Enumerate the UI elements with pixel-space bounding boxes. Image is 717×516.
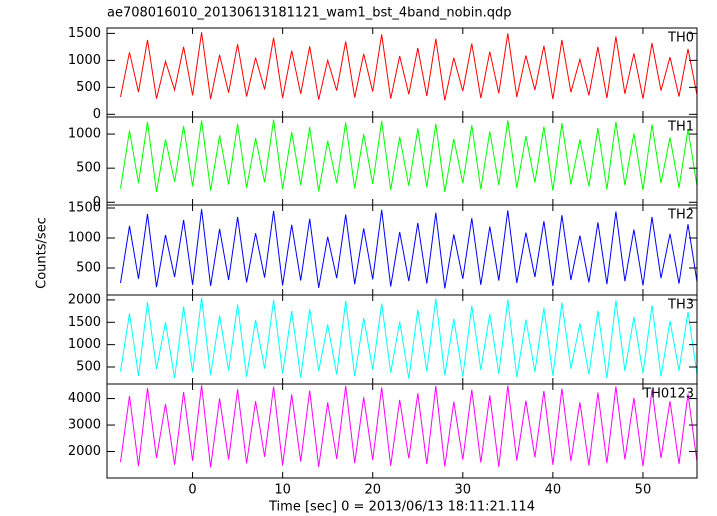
light-curve xyxy=(120,119,698,193)
y-tick-label: 1500 xyxy=(68,26,101,41)
x-tick-label: 50 xyxy=(635,483,652,498)
light-curve xyxy=(120,385,698,468)
y-tick-label: 1000 xyxy=(68,127,101,142)
y-tick-label: 2000 xyxy=(68,444,101,459)
panel-label: TH3 xyxy=(667,298,694,313)
x-axis-label: Time [sec] 0 = 2013/06/13 18:11:21.114 xyxy=(268,500,535,515)
chart-title: ae708016010_20130613181121_wam1_bst_4ban… xyxy=(107,6,512,21)
light-curve xyxy=(120,297,698,379)
y-tick-label: 0 xyxy=(93,195,101,210)
panel-frame xyxy=(106,116,698,206)
x-tick-label: 40 xyxy=(545,483,562,498)
panel-frame xyxy=(106,204,698,296)
y-tick-label: 500 xyxy=(76,161,101,176)
y-tick-label: 1000 xyxy=(68,53,101,68)
x-tick-label: 0 xyxy=(188,483,196,498)
y-tick-label: 500 xyxy=(76,80,101,95)
y-tick-label: 3000 xyxy=(68,418,101,433)
light-curve xyxy=(120,32,698,101)
y-tick-label: 4000 xyxy=(68,391,101,406)
y-tick-label: 1000 xyxy=(68,337,101,352)
y-tick-label: 500 xyxy=(76,261,101,276)
y-tick-label: 500 xyxy=(76,360,101,375)
panel-label: TH1 xyxy=(667,120,694,135)
light-curve xyxy=(120,209,698,289)
y-tick-label: 1500 xyxy=(68,315,101,330)
y-axis-label: Counts/sec xyxy=(35,217,50,289)
panel-frame xyxy=(106,383,698,479)
x-tick-label: 30 xyxy=(455,483,472,498)
x-tick-label: 10 xyxy=(274,483,291,498)
y-tick-label: 2000 xyxy=(68,292,101,307)
panel-label: TH2 xyxy=(667,208,694,223)
x-tick-label: 20 xyxy=(364,483,381,498)
y-tick-label: 0 xyxy=(93,107,101,122)
panel-label: TH0 xyxy=(667,31,694,46)
y-tick-label: 1000 xyxy=(68,231,101,246)
panel-frame xyxy=(106,294,698,385)
panel-label: TH0123 xyxy=(642,387,694,402)
y-tick-label: 1500 xyxy=(68,201,101,216)
